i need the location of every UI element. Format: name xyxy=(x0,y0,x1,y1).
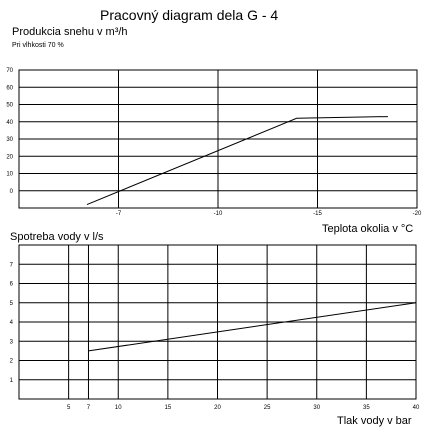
chart2-x-tick-label: 20 xyxy=(214,405,221,411)
chart1-y-tick-label: 60 xyxy=(6,85,13,91)
chart2-y-tick-label: 6 xyxy=(10,282,14,288)
chart2-x-axis-label: Tlak vody v bar xyxy=(337,415,412,427)
chart2-y-tick-label: 4 xyxy=(10,320,14,326)
chart2-y-tick-label: 3 xyxy=(10,339,14,345)
chart1-y-axis-label: Produkcia snehu v m³/h xyxy=(12,26,128,38)
chart1-x-tick-label: -10 xyxy=(214,211,223,217)
chart1-y-tick-label: 0 xyxy=(10,189,14,195)
chart2-y-tick-label: 1 xyxy=(10,378,14,384)
chart2-x-tick-label: 10 xyxy=(115,405,122,411)
chart1-y-tick-label: 70 xyxy=(6,68,13,74)
chart1-series-line xyxy=(86,116,388,206)
chart2-x-tick-label: 40 xyxy=(413,405,420,411)
chart1-y-tick-label: 20 xyxy=(6,154,13,160)
chart1-x-tick-label: -7 xyxy=(116,211,122,217)
chart2-y-tick-label: 7 xyxy=(10,262,14,268)
chart2-water-consumption: 5 7 10 15 20 25 30 35 40 7 6 5 4 3 2 1 xyxy=(10,244,420,411)
chart2-x-tick-label: 5 xyxy=(67,405,71,411)
chart1-x-tick-label: -15 xyxy=(313,211,322,217)
chart1-humidity-note: Pri vlhkosti 70 % xyxy=(12,42,64,49)
chart2-x-tick-label: 7 xyxy=(87,405,91,411)
chart2-x-tick-label: 35 xyxy=(363,405,370,411)
chart2-series-line xyxy=(88,302,417,352)
chart2-x-tick-label: 15 xyxy=(165,405,172,411)
chart1-x-axis-label: Teplota okolia v °C xyxy=(322,223,414,235)
chart2-y-axis-label: Spotreba vody v l/s xyxy=(10,231,104,243)
chart2-y-tick-label: 2 xyxy=(10,359,14,365)
chart1-y-tick-label: 10 xyxy=(6,172,13,178)
chart2-x-tick-label: 30 xyxy=(313,405,320,411)
chart2-x-tick-label: 25 xyxy=(264,405,271,411)
chart1-y-tick-label: 40 xyxy=(6,120,13,126)
chart1-y-tick-label: 30 xyxy=(6,137,13,143)
chart2-y-tick-label: 5 xyxy=(10,301,14,307)
chart1-snow-production: 70 60 50 40 30 20 10 0 -7 -10 -15 -20 xyxy=(6,68,422,217)
chart1-x-tick-label: -20 xyxy=(413,211,422,217)
page-title: Pracovný diagram dela G - 4 xyxy=(100,7,279,23)
chart1-y-tick-label: 50 xyxy=(6,103,13,109)
